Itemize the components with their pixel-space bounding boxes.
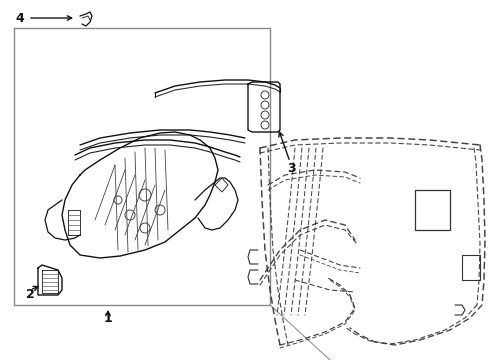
Text: 4: 4 [16,12,24,24]
Text: 2: 2 [25,288,34,302]
Text: 3: 3 [287,162,296,175]
Text: 1: 1 [103,311,112,324]
